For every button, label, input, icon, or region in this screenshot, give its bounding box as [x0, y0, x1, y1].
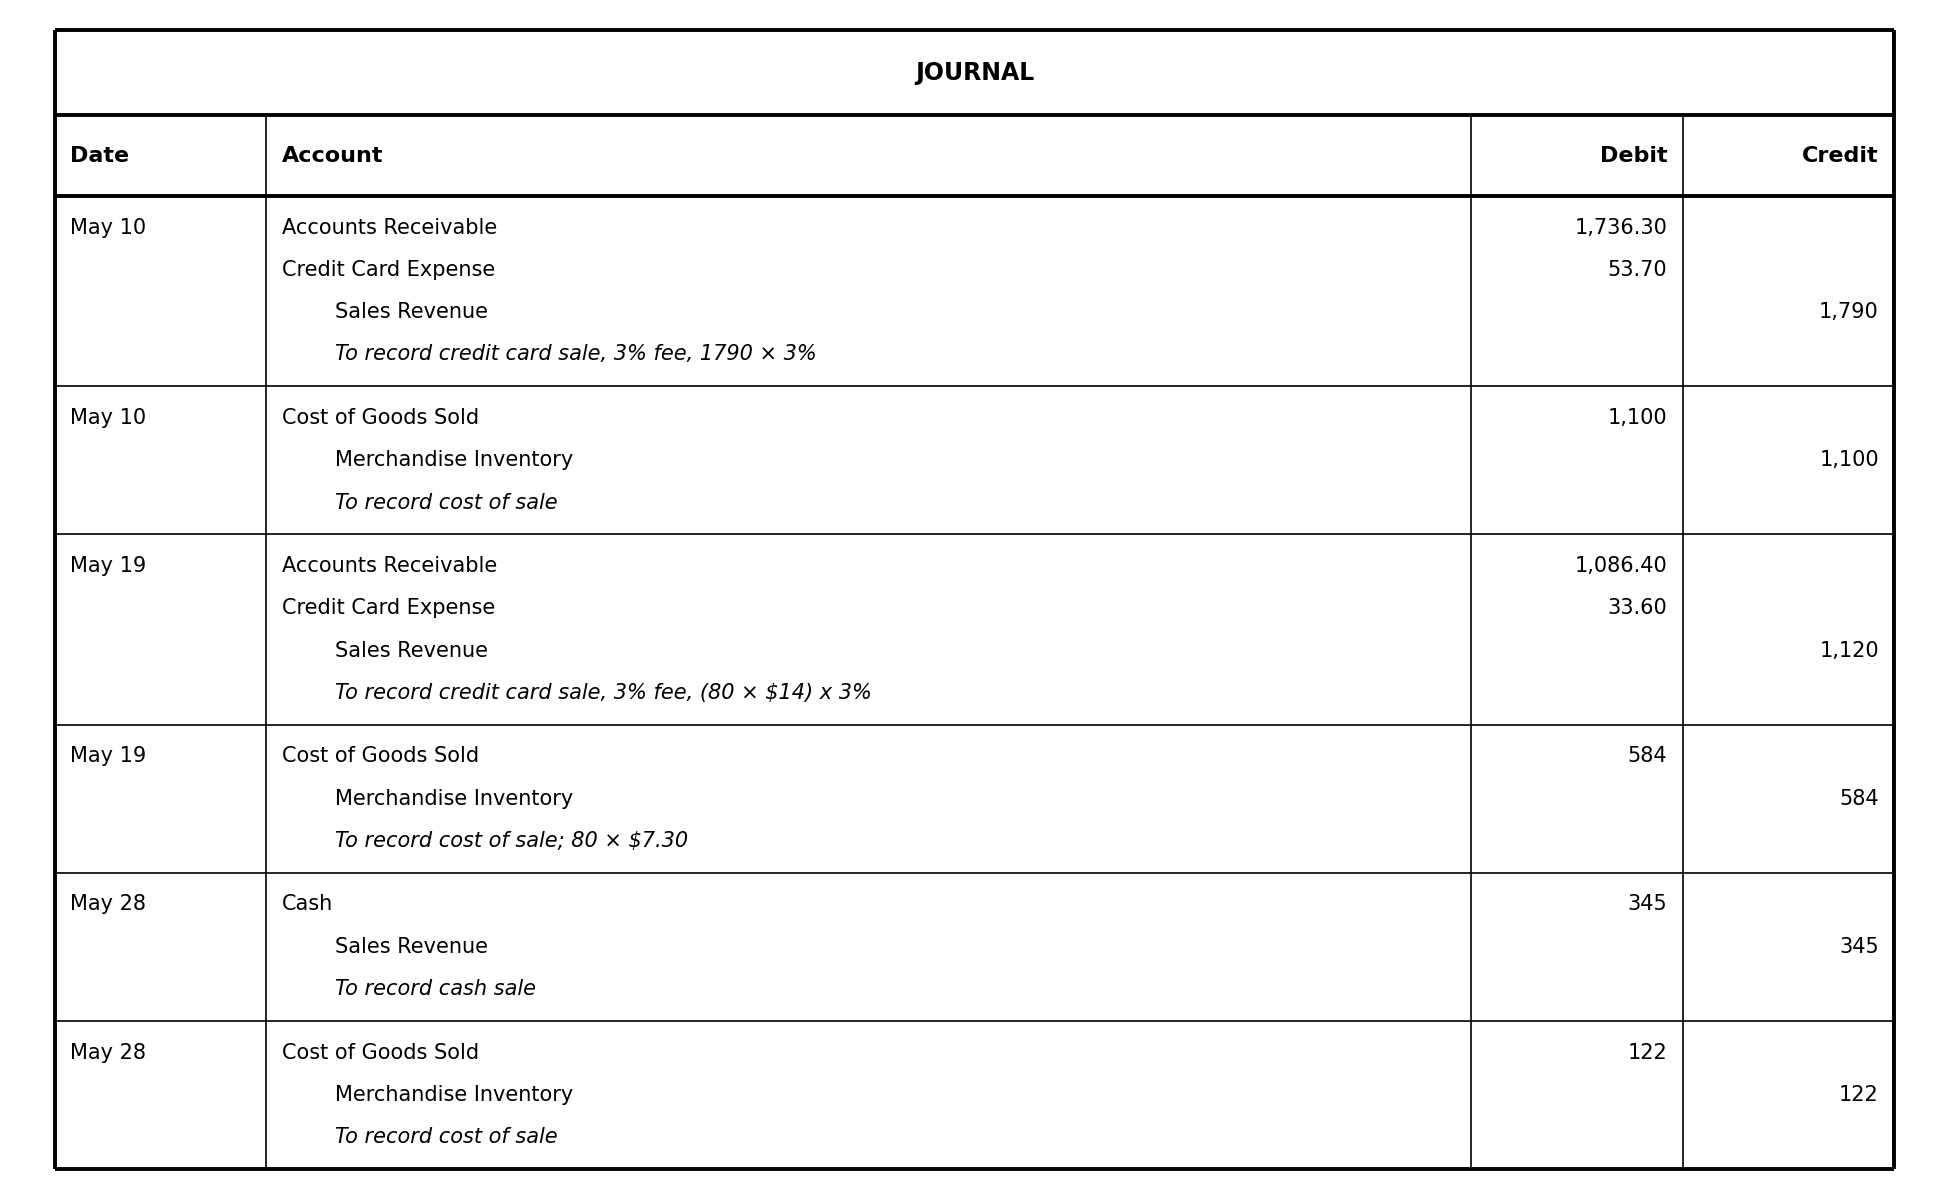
Text: Merchandise Inventory: Merchandise Inventory — [282, 451, 573, 470]
Text: To record cash sale: To record cash sale — [282, 978, 536, 998]
Text: May 10: May 10 — [70, 408, 146, 428]
Text: Account: Account — [282, 146, 384, 165]
Text: JOURNAL: JOURNAL — [914, 61, 1034, 84]
Text: To record cost of sale; 80 × $7.30: To record cost of sale; 80 × $7.30 — [282, 831, 688, 851]
Text: May 28: May 28 — [70, 1042, 146, 1063]
Text: May 28: May 28 — [70, 895, 146, 914]
Text: 345: 345 — [1627, 895, 1666, 914]
Text: Sales Revenue: Sales Revenue — [282, 640, 487, 660]
Text: 1,086.40: 1,086.40 — [1574, 557, 1666, 576]
Text: Debit: Debit — [1599, 146, 1666, 165]
Text: 1,790: 1,790 — [1817, 302, 1878, 322]
Text: May 19: May 19 — [70, 746, 146, 766]
Text: To record credit card sale, 3% fee, (80 × $14) x 3%: To record credit card sale, 3% fee, (80 … — [282, 683, 871, 702]
Text: May 10: May 10 — [70, 218, 146, 238]
Text: To record credit card sale, 3% fee, 1790 × 3%: To record credit card sale, 3% fee, 1790… — [282, 344, 816, 364]
Text: Accounts Receivable: Accounts Receivable — [282, 218, 497, 238]
Text: To record cost of sale: To record cost of sale — [282, 1127, 557, 1147]
Text: 33.60: 33.60 — [1607, 599, 1666, 619]
Text: Credit Card Expense: Credit Card Expense — [282, 261, 495, 281]
Text: 584: 584 — [1839, 789, 1878, 808]
Text: 1,120: 1,120 — [1817, 640, 1878, 660]
Text: To record cost of sale: To record cost of sale — [282, 493, 557, 513]
Text: Merchandise Inventory: Merchandise Inventory — [282, 789, 573, 808]
Text: Sales Revenue: Sales Revenue — [282, 302, 487, 322]
Text: 1,100: 1,100 — [1607, 408, 1666, 428]
Text: 122: 122 — [1627, 1042, 1666, 1063]
Text: Cost of Goods Sold: Cost of Goods Sold — [282, 1042, 479, 1063]
Text: 345: 345 — [1839, 937, 1878, 957]
Text: Cash: Cash — [282, 895, 333, 914]
Text: Credit Card Expense: Credit Card Expense — [282, 599, 495, 619]
Text: Sales Revenue: Sales Revenue — [282, 937, 487, 957]
Text: May 19: May 19 — [70, 557, 146, 576]
Text: 584: 584 — [1627, 746, 1666, 766]
Text: Cost of Goods Sold: Cost of Goods Sold — [282, 408, 479, 428]
Text: Accounts Receivable: Accounts Receivable — [282, 557, 497, 576]
Text: 1,100: 1,100 — [1817, 451, 1878, 470]
Text: 53.70: 53.70 — [1607, 261, 1666, 281]
Text: 1,736.30: 1,736.30 — [1574, 218, 1666, 238]
Text: Date: Date — [70, 146, 129, 165]
Text: 122: 122 — [1839, 1084, 1878, 1104]
Text: Credit: Credit — [1802, 146, 1878, 165]
Text: Cost of Goods Sold: Cost of Goods Sold — [282, 746, 479, 766]
Text: Merchandise Inventory: Merchandise Inventory — [282, 1084, 573, 1104]
